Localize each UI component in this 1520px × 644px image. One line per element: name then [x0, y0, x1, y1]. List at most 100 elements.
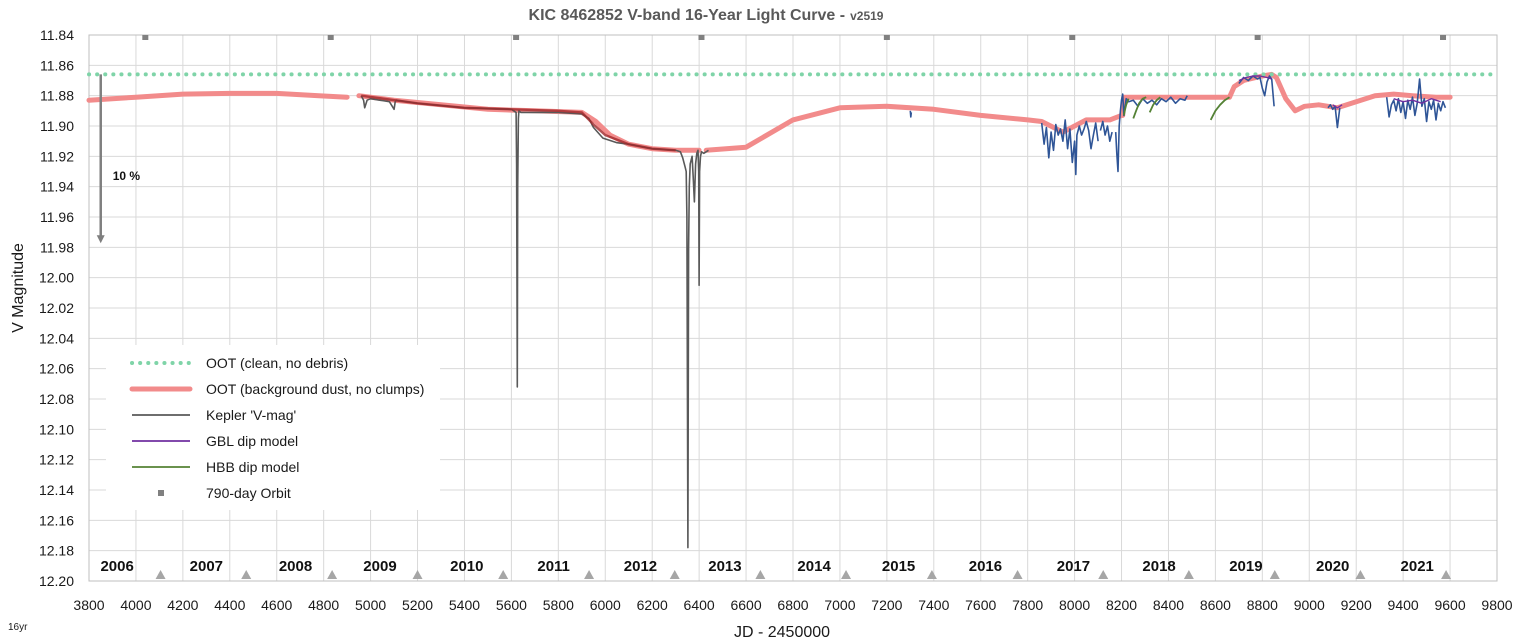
- plot-area-border: [88, 34, 1498, 582]
- year-boundary-marker: [327, 570, 338, 579]
- orbit-marker: [513, 35, 520, 40]
- x-tick-label: 5600: [496, 597, 527, 613]
- x-tick-label: 4200: [167, 597, 198, 613]
- y-tick-label: 11.96: [40, 209, 74, 225]
- y-tick-label: 12.14: [39, 482, 74, 498]
- year-label: 2012: [624, 558, 657, 575]
- series-hbb-line: [1123, 98, 1130, 116]
- annotation-arrow-head: [96, 235, 105, 244]
- x-tick-label: 8000: [1059, 597, 1090, 613]
- series-oot-dust-line: [703, 103, 1124, 153]
- year-boundary-marker: [1355, 570, 1366, 579]
- x-tick-label: 6800: [777, 597, 808, 613]
- series-hbb-line: [1148, 96, 1161, 113]
- tick-labels: 3800 4000 4200 4400 4600 4800 5000 5200 5400 5600…: [39, 27, 1513, 613]
- x-tick-label: 9800: [1481, 597, 1512, 613]
- y-tick-label: 12.00: [39, 270, 74, 286]
- series-kepler-smoothed-line: [361, 94, 676, 152]
- x-tick-label: 8600: [1200, 597, 1231, 613]
- year-boundary-marker: [241, 570, 252, 579]
- year-label: 2013: [708, 558, 741, 575]
- year-label: 2008: [279, 558, 312, 575]
- year-boundary-marker: [1098, 570, 1109, 579]
- x-tick-label: 9000: [1294, 597, 1325, 613]
- year-label: 2011: [537, 558, 570, 575]
- year-boundary-marker: [841, 570, 852, 579]
- series-observed-line: [1040, 119, 1099, 176]
- orbit-marker: [142, 35, 149, 40]
- year-label: 2018: [1142, 558, 1175, 575]
- y-tick-label: 11.90: [40, 118, 74, 134]
- x-tick-label: 6400: [684, 597, 715, 613]
- x-tick-label: 4600: [261, 597, 292, 613]
- series-gbl-line: [1393, 97, 1441, 105]
- legend-label: HBB dip model: [206, 459, 299, 475]
- series-layer: [86, 71, 1499, 549]
- y-tick-label: 12.04: [39, 330, 74, 346]
- legend-swatch-orbit: [158, 490, 164, 496]
- year-label: 2019: [1229, 558, 1262, 575]
- series-hbb-line: [1132, 96, 1147, 119]
- x-tick-label: 7400: [918, 597, 949, 613]
- legend-box: [106, 345, 440, 510]
- year-label: 2016: [969, 558, 1002, 575]
- year-label: 2007: [190, 558, 223, 575]
- year-label: 2015: [882, 558, 915, 575]
- series-observed-line: [1238, 75, 1275, 107]
- x-tick-label: 8400: [1153, 597, 1184, 613]
- series-oot-dust-line: [356, 93, 702, 153]
- x-tick-label: 4400: [214, 597, 245, 613]
- y-tick-label: 12.10: [39, 421, 74, 437]
- series-observed-line: [1099, 120, 1113, 142]
- x-tick-label: 6200: [637, 597, 668, 613]
- x-tick-label: 8200: [1106, 597, 1137, 613]
- year-boundary-marker: [498, 570, 509, 579]
- orbit-marker: [1069, 35, 1076, 40]
- year-boundary-marker: [1012, 570, 1023, 579]
- series-hbb-line: [1209, 96, 1230, 121]
- year-label: 2014: [797, 558, 831, 575]
- year-label: 2021: [1401, 558, 1434, 575]
- x-tick-label: 6600: [730, 597, 761, 613]
- legend-label: 790-day Orbit: [206, 485, 291, 501]
- y-tick-label: 12.08: [39, 391, 74, 407]
- legend: OOT (clean, no debris) OOT (background du…: [106, 345, 440, 510]
- y-axis-label: V Magnitude: [10, 243, 27, 333]
- orbit-marker: [1440, 35, 1447, 40]
- y-tick-label: 12.06: [39, 361, 74, 377]
- legend-label: GBL dip model: [206, 433, 298, 449]
- orbit-marker: [1254, 35, 1261, 40]
- x-tick-label: 7600: [965, 597, 996, 613]
- chart-subtitle: v2519: [850, 9, 884, 23]
- year-label: 2009: [363, 558, 396, 575]
- annotation-label: 10 %: [113, 169, 141, 183]
- x-tick-label: 8800: [1247, 597, 1278, 613]
- year-boundary-marker: [412, 570, 423, 579]
- y-tick-label: 11.88: [40, 88, 74, 104]
- chart-title-main: KIC 8462852 V-band 16-Year Light Curve -: [529, 7, 846, 24]
- year-label: 2017: [1057, 558, 1090, 575]
- y-tick-label: 11.94: [40, 179, 74, 195]
- corner-label: 16yr: [8, 622, 28, 633]
- year-boundary-marker: [584, 570, 595, 579]
- x-tick-label: 7000: [824, 597, 855, 613]
- legend-label: Kepler 'V-mag': [206, 407, 296, 423]
- y-tick-label: 12.02: [39, 300, 74, 316]
- x-tick-label: 5000: [355, 597, 386, 613]
- year-boundary-marker: [926, 570, 937, 579]
- x-tick-label: 3800: [73, 597, 104, 613]
- year-label: 2020: [1316, 558, 1349, 575]
- y-tick-label: 12.16: [39, 512, 74, 528]
- series-oot-dust-line: [86, 90, 350, 103]
- series-observed-line: [909, 110, 913, 118]
- x-tick-label: 5800: [543, 597, 574, 613]
- ten-percent-annotation: 10 %: [96, 74, 141, 244]
- series-observed-line: [1327, 104, 1341, 129]
- x-axis-label: JD - 2450000: [734, 624, 830, 641]
- year-boundary-marker: [755, 570, 766, 579]
- y-tick-label: 12.12: [39, 452, 74, 468]
- x-tick-label: 5400: [449, 597, 480, 613]
- x-tick-label: 9600: [1434, 597, 1465, 613]
- year-label: 2010: [450, 558, 483, 575]
